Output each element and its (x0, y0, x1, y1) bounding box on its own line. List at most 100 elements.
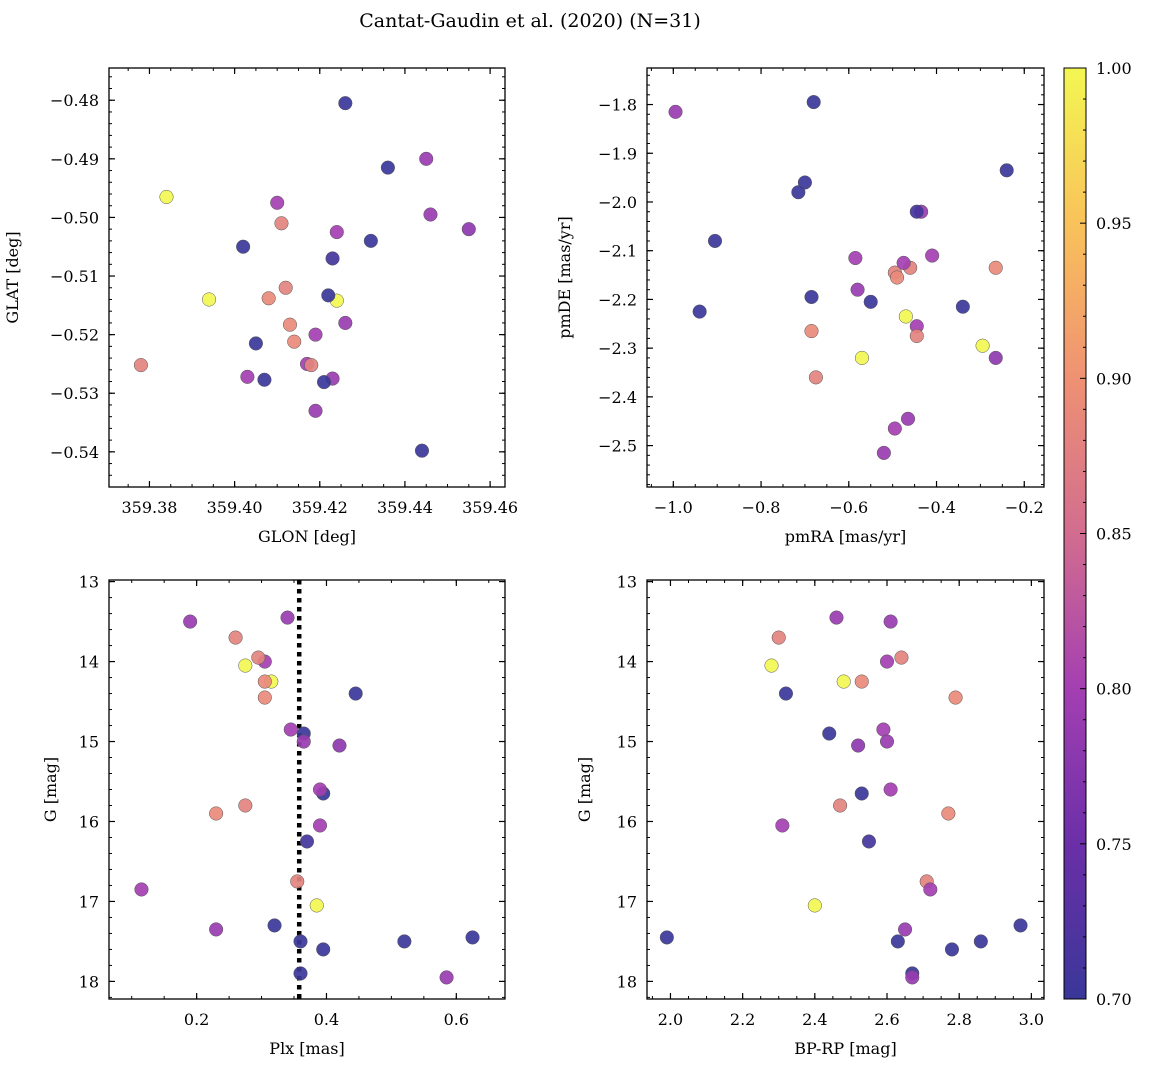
star-point (854, 786, 869, 801)
star-point (380, 160, 395, 175)
x-tick-label: 3.0 (1019, 1010, 1044, 1029)
star-point (692, 304, 707, 319)
star-point (876, 445, 891, 460)
panel-color-magnitude: 2.0 2.2 2.4 2.6 2.8 3.0 13 14 15 16 17 18 BP-RP [mag… (575, 573, 1045, 1058)
star-point (898, 309, 913, 324)
y-tick-label: 14 (617, 653, 637, 672)
colorbar-tick-label: 0.95 (1096, 214, 1132, 233)
star-point (659, 930, 674, 945)
star-point (329, 225, 344, 240)
star-point (267, 918, 282, 933)
star-point (209, 922, 224, 937)
y-axis-label: G [mag] (575, 757, 594, 822)
star-point (775, 818, 790, 833)
colorbar-tick-label: 0.90 (1096, 369, 1132, 388)
star-point (270, 195, 285, 210)
y-tick-label: −2.0 (598, 193, 637, 212)
star-point (316, 942, 331, 957)
star-point (228, 630, 243, 645)
axes-frame (108, 579, 506, 1000)
x-axis-label: GLON [deg] (258, 527, 356, 546)
star-point (941, 806, 956, 821)
colorbar: 0.70 0.75 0.80 0.85 0.90 0.95 1.00 (1063, 59, 1132, 1009)
star-point (238, 798, 253, 813)
star-point (854, 674, 869, 689)
star-point (909, 204, 924, 219)
star-point (883, 782, 898, 797)
scatter-points (659, 610, 1028, 985)
panel-proper-motion: −1.0 −0.8 −0.6 −0.4 −0.2 −1.8 −1.9 −2.0 −2.1 −2.2… (555, 67, 1045, 546)
star-point (668, 104, 683, 119)
y-tick-label: −1.8 (598, 96, 637, 115)
x-tick-label: 359.38 (121, 498, 177, 517)
star-point (808, 370, 823, 385)
star-point (791, 185, 806, 200)
star-point (778, 686, 794, 701)
star-point (876, 722, 891, 737)
star-point (274, 216, 289, 231)
y-tick-label: −0.52 (50, 326, 99, 345)
y-tick-label: −0.54 (50, 443, 99, 462)
y-tick-label: 18 (79, 972, 99, 991)
star-point (465, 930, 480, 945)
star-point (955, 299, 970, 314)
star-point (308, 403, 323, 418)
star-point (889, 270, 905, 285)
x-axis-label: BP-RP [mag] (794, 1039, 896, 1058)
star-point (282, 317, 298, 332)
star-point (338, 315, 353, 330)
star-point (461, 222, 476, 237)
scatter-points (133, 96, 476, 458)
star-point (764, 658, 779, 673)
star-point (833, 798, 848, 813)
star-point (707, 233, 723, 249)
x-tick-label: 2.0 (658, 1010, 683, 1029)
y-tick-label: 17 (617, 892, 637, 911)
star-point (299, 834, 315, 849)
star-point (848, 250, 863, 266)
x-tick-label: −0.8 (742, 498, 781, 517)
star-point (923, 882, 938, 897)
star-point (797, 175, 812, 190)
y-tick-label: −0.50 (50, 208, 99, 227)
star-point (944, 942, 960, 957)
star-point (240, 369, 255, 384)
star-point (283, 722, 298, 737)
star-point (414, 443, 430, 458)
star-point (999, 163, 1014, 178)
star-point (988, 260, 1003, 275)
colorbar-tick-label: 0.70 (1096, 990, 1132, 1009)
x-tick-label: −0.2 (1005, 498, 1044, 517)
x-tick-label: 2.2 (730, 1010, 755, 1029)
star-point (183, 614, 198, 629)
y-tick-label: 14 (79, 653, 99, 672)
star-point (988, 350, 1003, 365)
scatter-points (134, 580, 480, 999)
x-tick-label: 0.6 (444, 1010, 469, 1029)
y-tick-label: 16 (617, 812, 637, 831)
star-point (251, 650, 266, 665)
x-tick-label: 359.46 (462, 498, 518, 517)
star-point (280, 610, 295, 625)
star-point (261, 291, 276, 306)
star-point (829, 610, 844, 625)
star-point (348, 686, 363, 701)
star-point (304, 358, 319, 373)
star-point (896, 255, 911, 270)
x-tick-label: 2.8 (946, 1010, 971, 1029)
star-point (804, 289, 819, 305)
x-tick-label: 359.44 (377, 498, 433, 517)
star-point (134, 882, 149, 897)
star-point (133, 358, 148, 373)
star-point (879, 654, 895, 669)
star-point (905, 970, 920, 985)
colorbar-tick-label: 0.80 (1096, 680, 1132, 699)
star-point (308, 327, 323, 342)
star-point (257, 372, 272, 387)
y-axis-label: GLAT [deg] (3, 231, 22, 323)
star-point (332, 738, 347, 753)
axes-frame (646, 67, 1045, 488)
star-point (879, 734, 895, 749)
star-point (397, 934, 412, 949)
